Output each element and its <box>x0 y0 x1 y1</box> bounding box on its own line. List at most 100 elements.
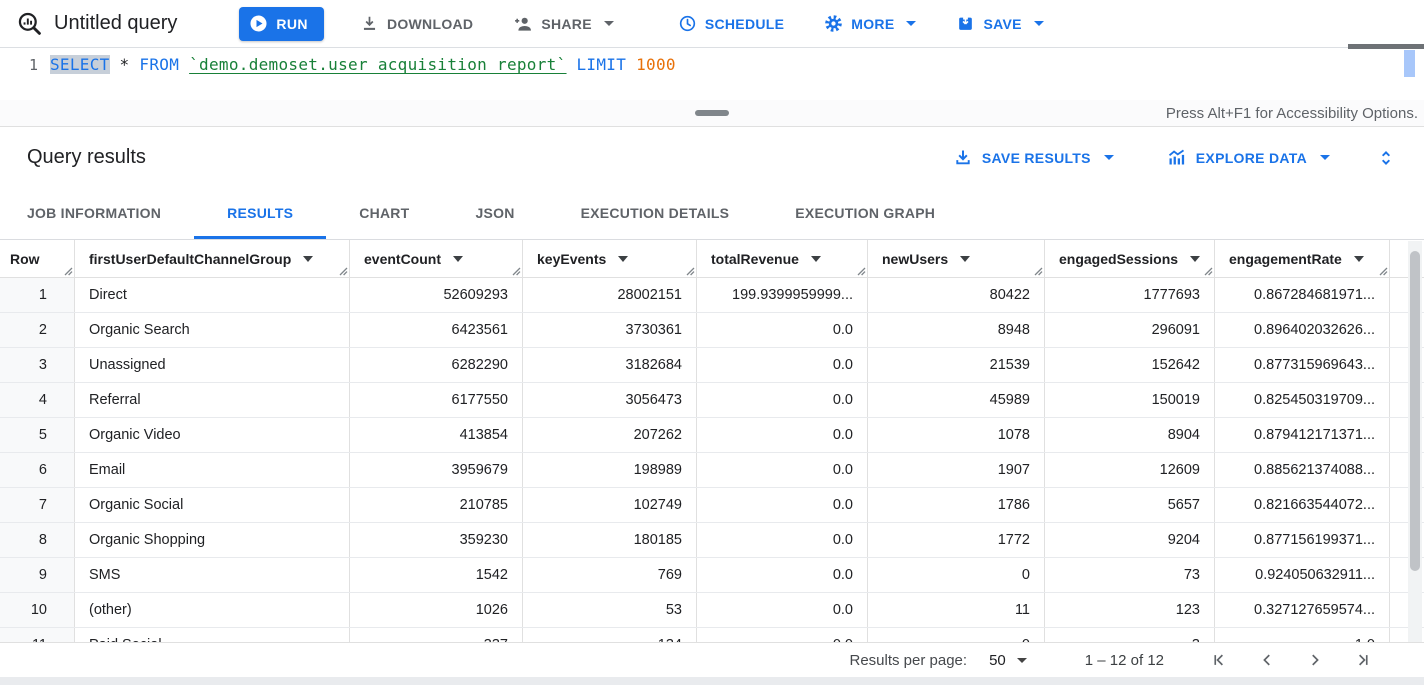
table-cell: 207262 <box>523 418 697 452</box>
table-cell: 0.879412171371... <box>1215 418 1390 452</box>
column-resize-handle-icon[interactable] <box>339 267 348 276</box>
table-header-row: Row firstUserDefaultChannelGroup eventCoun… <box>0 240 1424 278</box>
table-cell: 1.0 <box>1215 628 1390 642</box>
tab-results[interactable]: RESULTS <box>194 188 327 239</box>
table-cell: 1542 <box>350 558 523 592</box>
table-cell: 0.877315969643... <box>1215 348 1390 382</box>
column-header-totalRevenue: totalRevenue <box>697 240 868 277</box>
table-row: 5 Organic Video 413854 207262 0.0 1078 8904 0.8… <box>0 418 1424 453</box>
download-button[interactable]: DOWNLOAD <box>356 7 477 41</box>
sql-editor[interactable]: 1 SELECT * FROM `demo.demoset.user_acqui… <box>0 44 1424 100</box>
query-title: Untitled query <box>54 12 178 34</box>
column-resize-handle-icon[interactable] <box>1034 267 1043 276</box>
run-button[interactable]: RUN <box>239 6 324 41</box>
tabs: JOB INFORMATION RESULTS CHART JSON EXECUTION… <box>0 188 1424 240</box>
table-cell: 6177550 <box>350 383 523 417</box>
download-icon <box>360 14 379 33</box>
sql-token: SELECT <box>50 55 110 74</box>
bottom-scroll-track[interactable] <box>0 677 1424 685</box>
table-cell: 1772 <box>868 523 1045 557</box>
table-cell: 1907 <box>868 453 1045 487</box>
previous-page-button[interactable] <box>1258 651 1276 669</box>
table-body: 1 Direct 52609293 28002151 199.9399959999...… <box>0 278 1424 642</box>
collapse-results-button[interactable] <box>1376 147 1396 169</box>
column-menu-caret-icon[interactable] <box>960 255 971 262</box>
table-cell: 123 <box>1045 593 1215 627</box>
column-menu-caret-icon[interactable] <box>1190 255 1201 262</box>
tab-job-information[interactable]: JOB INFORMATION <box>27 205 162 221</box>
editor-horizontal-scrollbar[interactable] <box>1348 44 1424 49</box>
results-scrollbar[interactable] <box>1408 241 1422 642</box>
last-page-button[interactable] <box>1354 651 1372 669</box>
save-results-button[interactable]: SAVE RESULTS <box>953 148 1114 168</box>
table-cell: SMS <box>75 558 350 592</box>
more-button[interactable]: MORE <box>820 7 920 41</box>
table-cell: 3056473 <box>523 383 697 417</box>
table-cell: 0.327127659574... <box>1215 593 1390 627</box>
table-cell: 0.0 <box>697 488 868 522</box>
table-row: 11Paid Social3371340.0031.0 <box>0 628 1424 642</box>
table-cell: 0.0 <box>697 628 868 642</box>
row-number-cell: 1 <box>0 278 75 312</box>
chevron-down-icon <box>1016 657 1027 663</box>
page-size-select[interactable]: 50 <box>989 652 1027 669</box>
column-resize-handle-icon[interactable] <box>1204 267 1213 276</box>
table-cell: 3 <box>1045 628 1215 642</box>
table-cell: 152642 <box>1045 348 1215 382</box>
column-resize-handle-icon[interactable] <box>1379 267 1388 276</box>
next-page-button[interactable] <box>1306 651 1324 669</box>
save-button[interactable]: SAVE <box>952 7 1047 41</box>
table-cell: 8948 <box>868 313 1045 347</box>
column-menu-caret-icon[interactable] <box>1353 255 1364 262</box>
tab-execution-graph[interactable]: EXECUTION GRAPH <box>795 205 936 221</box>
query-editor-toolbar: Untitled query RUN DOWNLOAD SHARE SCHEDU… <box>0 0 1424 48</box>
share-button[interactable]: SHARE <box>509 7 618 41</box>
column-resize-handle-icon[interactable] <box>857 267 866 276</box>
table-row: 6 Email 3959679 198989 0.0 1907 12609 0.8856213… <box>0 453 1424 488</box>
query-tab-icon <box>14 9 44 39</box>
table-cell: 359230 <box>350 523 523 557</box>
table-cell: 11 <box>868 593 1045 627</box>
column-resize-handle-icon[interactable] <box>64 267 73 276</box>
explore-data-button[interactable]: EXPLORE DATA <box>1166 147 1330 168</box>
clock-icon <box>678 14 697 33</box>
table-cell: 5657 <box>1045 488 1215 522</box>
first-page-button[interactable] <box>1210 651 1228 669</box>
save-label: SAVE <box>983 15 1022 32</box>
table-cell: 1777693 <box>1045 278 1215 312</box>
editor-vertical-scrollbar[interactable] <box>1404 50 1415 77</box>
column-menu-caret-icon[interactable] <box>303 255 314 262</box>
column-menu-caret-icon[interactable] <box>453 255 463 262</box>
splitter-drag-handle-icon[interactable] <box>695 110 729 116</box>
table-cell: 0.877156199371... <box>1215 523 1390 557</box>
sql-token: * <box>119 55 130 74</box>
table-cell: 3959679 <box>350 453 523 487</box>
sql-token <box>179 55 189 74</box>
tab-json[interactable]: JSON <box>475 205 515 221</box>
column-label: firstUserDefaultChannelGroup <box>89 250 292 267</box>
row-number-cell: 8 <box>0 523 75 557</box>
column-label: keyEvents <box>537 250 607 267</box>
column-menu-caret-icon[interactable] <box>810 255 821 262</box>
table-cell: 0 <box>868 558 1045 592</box>
table-cell: 210785 <box>350 488 523 522</box>
schedule-button[interactable]: SCHEDULE <box>674 7 788 41</box>
tab-chart[interactable]: CHART <box>359 205 410 221</box>
column-resize-handle-icon[interactable] <box>686 267 695 276</box>
table-row: 8 Organic Shopping 359230 180185 0.0 1772 9204… <box>0 523 1424 558</box>
sql-token <box>626 55 636 74</box>
column-menu-caret-icon[interactable] <box>618 255 629 262</box>
table-cell: 198989 <box>523 453 697 487</box>
download-label: DOWNLOAD <box>386 15 474 32</box>
table-row: 10 (other) 1026 53 0.0 11 123 0.327127659574... <box>0 593 1424 628</box>
column-resize-handle-icon[interactable] <box>512 267 521 276</box>
results-scrollbar-thumb[interactable] <box>1410 251 1420 571</box>
table-cell: 80422 <box>868 278 1045 312</box>
table-cell: Organic Search <box>75 313 350 347</box>
column-label: eventCount <box>364 250 441 267</box>
sql-token: LIMIT <box>576 55 627 74</box>
more-label: MORE <box>851 15 895 32</box>
tab-execution-details[interactable]: EXECUTION DETAILS <box>580 205 730 221</box>
table-cell: Unassigned <box>75 348 350 382</box>
pagination-bar: Results per page: 50 1 – 12 of 12 <box>0 642 1424 677</box>
